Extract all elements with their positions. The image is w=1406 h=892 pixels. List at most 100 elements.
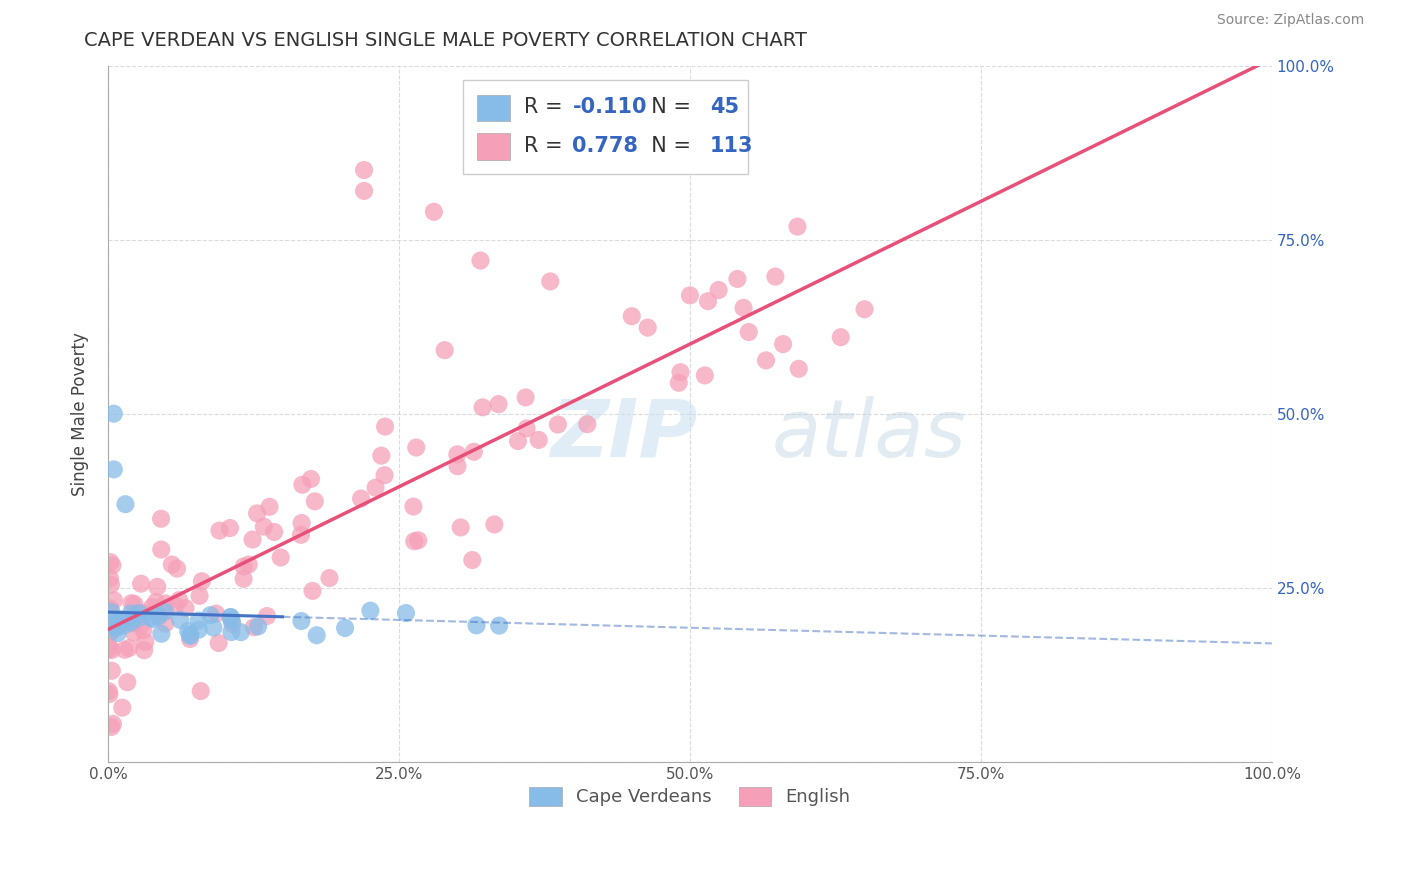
Point (120, 614, 142, 628)
Text: 45: 45 (710, 96, 740, 117)
Point (232, 559, 254, 574)
Point (179, 627, 201, 641)
Point (301, 583, 323, 598)
Point (707, 283, 730, 297)
Point (188, 589, 211, 603)
Point (179, 632, 201, 646)
Point (256, 609, 278, 624)
Point (128, 610, 150, 624)
Text: Source: ZipAtlas.com: Source: ZipAtlas.com (1216, 13, 1364, 28)
Point (104, 621, 127, 635)
Point (177, 624, 200, 638)
Point (101, 643, 124, 657)
Point (117, 675, 139, 690)
Point (270, 550, 292, 565)
Point (202, 621, 225, 635)
Point (105, 620, 128, 634)
Point (153, 605, 176, 619)
Point (134, 635, 156, 649)
Point (103, 593, 125, 607)
Point (166, 561, 188, 575)
Point (148, 609, 170, 624)
Point (461, 553, 484, 567)
Point (353, 184, 375, 198)
Point (463, 444, 485, 458)
Point (110, 615, 132, 629)
Text: 0.778: 0.778 (572, 136, 638, 156)
Point (98, 555, 121, 569)
Point (242, 533, 264, 547)
Point (129, 576, 152, 591)
Point (221, 625, 243, 640)
Point (488, 397, 510, 411)
Point (132, 643, 155, 657)
FancyBboxPatch shape (477, 133, 509, 160)
Point (772, 337, 794, 351)
Point (506, 434, 529, 448)
Point (290, 528, 312, 542)
Point (305, 628, 328, 642)
Point (146, 580, 169, 594)
Point (243, 620, 266, 634)
Point (484, 517, 506, 532)
Point (318, 571, 340, 585)
Point (538, 274, 561, 288)
Point (100, 620, 122, 634)
Point (97, 642, 120, 657)
Point (446, 459, 468, 474)
Point (205, 607, 228, 621)
Point (122, 610, 145, 624)
Point (221, 617, 243, 632)
FancyBboxPatch shape (463, 79, 748, 174)
Point (121, 616, 143, 631)
Point (97, 684, 120, 698)
Point (364, 481, 387, 495)
Point (465, 618, 488, 632)
Point (765, 269, 787, 284)
Point (787, 361, 810, 376)
Text: ZIP: ZIP (550, 395, 697, 474)
Point (299, 472, 322, 486)
Point (167, 593, 190, 607)
Point (697, 294, 720, 309)
Point (374, 468, 396, 483)
Point (111, 614, 134, 628)
Point (350, 491, 373, 506)
Point (103, 462, 125, 476)
Point (148, 607, 170, 622)
Point (219, 610, 242, 624)
Point (160, 558, 183, 572)
Point (98, 615, 121, 630)
Point (668, 376, 690, 390)
Point (516, 421, 538, 435)
Point (291, 477, 314, 491)
Point (101, 558, 124, 573)
Point (786, 219, 808, 234)
Point (515, 391, 537, 405)
Point (208, 636, 231, 650)
Point (232, 572, 254, 586)
Point (155, 616, 177, 631)
Point (114, 497, 136, 511)
Point (112, 613, 135, 627)
Point (98, 625, 121, 640)
Point (108, 615, 131, 629)
Point (693, 368, 716, 383)
Point (114, 618, 136, 632)
Text: R =: R = (523, 136, 569, 156)
Point (190, 684, 212, 698)
Point (100, 720, 122, 734)
Point (124, 597, 146, 611)
Text: N =: N = (637, 136, 697, 156)
Point (353, 163, 375, 178)
Point (620, 310, 643, 324)
Point (187, 623, 209, 637)
Point (527, 433, 550, 447)
Text: R =: R = (523, 96, 569, 117)
Point (679, 288, 702, 302)
Point (141, 612, 163, 626)
Text: N =: N = (637, 96, 697, 117)
Point (145, 595, 167, 609)
Point (547, 417, 569, 432)
Point (229, 625, 252, 640)
